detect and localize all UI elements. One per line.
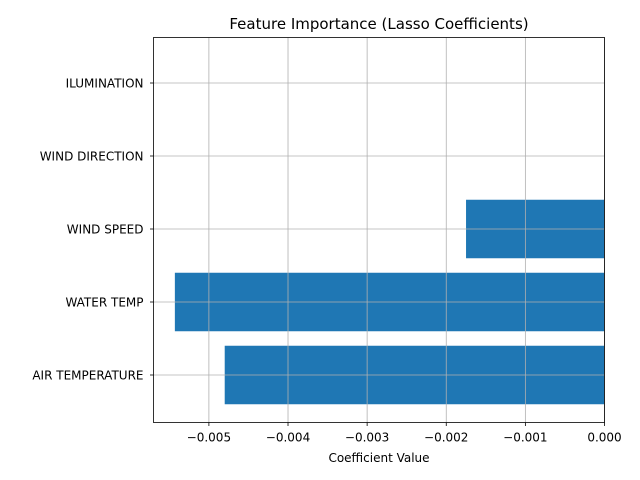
x-tick-label: −0.005 <box>187 431 231 445</box>
y-tick-label: WATER TEMP <box>65 296 143 310</box>
x-axis-label: Coefficient Value <box>328 451 429 465</box>
x-tick-label: −0.003 <box>345 431 389 445</box>
chart-title: Feature Importance (Lasso Coefficients) <box>229 15 528 33</box>
y-tick-label: ILUMINATION <box>66 77 144 91</box>
x-axis-ticks: −0.005 −0.004 −0.003 −0.002 −0.001 0.000 <box>187 422 622 445</box>
y-tick-label: AIR TEMPERATURE <box>32 369 143 383</box>
x-tick-label: −0.001 <box>503 431 547 445</box>
x-tick-label: −0.002 <box>424 431 468 445</box>
x-tick-label: 0.000 <box>587 431 621 445</box>
y-tick-label: WIND DIRECTION <box>40 150 144 164</box>
grid <box>153 37 605 423</box>
x-tick-label: −0.004 <box>266 431 310 445</box>
y-axis-ticks: AIR TEMPERATURE WATER TEMP WIND SPEED WIND … <box>32 77 154 383</box>
y-tick-label: WIND SPEED <box>67 223 144 237</box>
plot-frame <box>153 37 605 423</box>
